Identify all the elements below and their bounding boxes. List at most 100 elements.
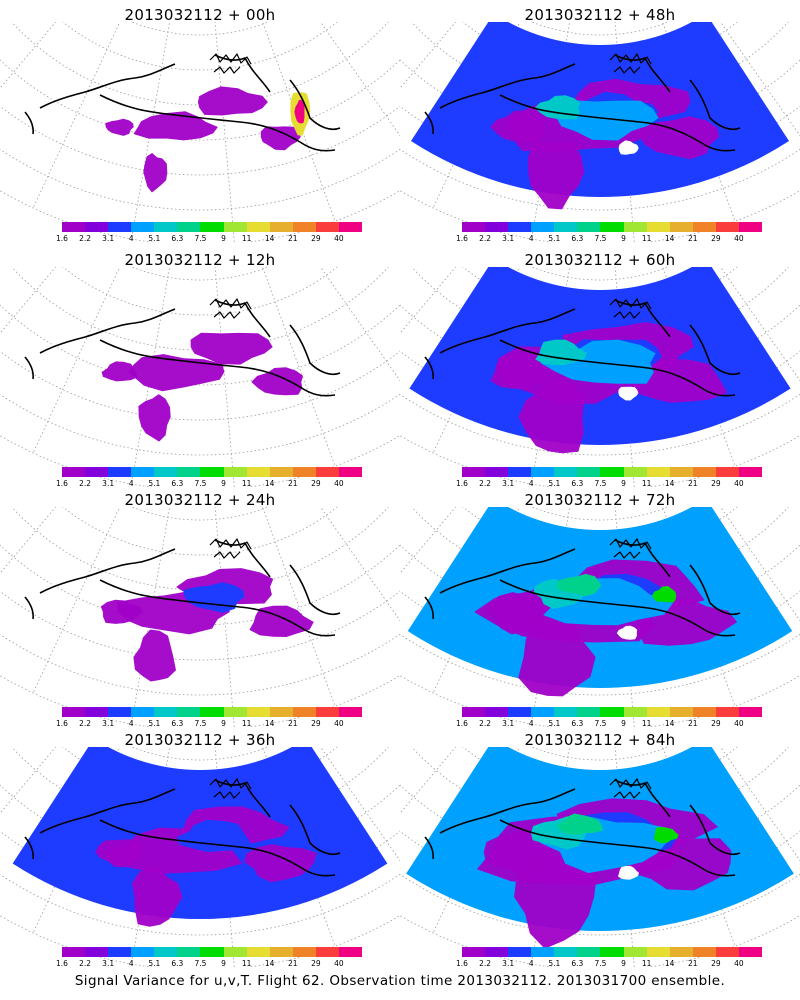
colorbar-swatch [669, 947, 693, 957]
colorbar-tick-label: 4 [528, 959, 534, 968]
colorbar-tick-label: 11 [241, 959, 252, 968]
coastlines [24, 778, 341, 877]
colorbar-tick-label: 14 [664, 479, 675, 488]
colorbar-swatch [200, 222, 224, 232]
colorbar-tick-label: 3.1 [502, 479, 515, 488]
colorbar-swatch [338, 467, 363, 477]
colorbar-tick-label: 7.5 [594, 959, 607, 968]
colorbar-tick-label: 21 [687, 234, 698, 243]
colorbar-swatch [715, 707, 739, 717]
coastlines [24, 538, 341, 637]
colorbar-tick-label: 4 [528, 479, 534, 488]
colorbar-swatch [269, 467, 293, 477]
colorbar-tick-label: 1.6 [56, 719, 68, 728]
variance-field [24, 538, 341, 682]
colorbar-swatch [623, 707, 647, 717]
colorbar-tick-label: 21 [687, 479, 698, 488]
colorbar-tick-label: 6.3 [171, 234, 184, 243]
colorbar-swatch [554, 467, 578, 477]
colorbar-swatch [508, 707, 532, 717]
panel-title: 2013032112 + 84h [524, 731, 676, 749]
polar-map [0, 22, 400, 242]
colorbar-swatch [177, 467, 201, 477]
colorbar-swatch [108, 947, 132, 957]
panel-title: 2013032112 + 48h [524, 6, 676, 24]
colorbar-tick-label: 5.1 [148, 719, 161, 728]
colorbar-tick-label: 21 [687, 959, 698, 968]
colorbar-ticks: 1.6 2.2 3.1 4 5.1 6.3 7.5 9 11 14 21 29 40 [456, 479, 762, 489]
colorbar-swatch [85, 947, 109, 957]
colorbar-tick-label: 29 [311, 719, 321, 728]
colorbar-ticks: 1.6 2.2 3.1 4 5.1 6.3 7.5 9 11 14 21 29 40 [56, 479, 362, 489]
colorbar-swatch [85, 222, 109, 232]
colorbar-tick-label: 7.5 [194, 959, 207, 968]
colorbar-swatch [692, 947, 716, 957]
panel-title: 2013032112 + 72h [524, 491, 676, 509]
colorbar-swatch [738, 947, 763, 957]
colorbar-tick-label: 11 [641, 959, 652, 968]
colorbar-tick-label: 5.1 [548, 479, 561, 488]
panel-title: 2013032112 + 36h [124, 731, 276, 749]
colorbar-tick-label: 9 [221, 234, 226, 243]
colorbar-ticks: 1.6 2.2 3.1 4 5.1 6.3 7.5 9 11 14 21 29 40 [56, 719, 362, 729]
colorbar-swatch [577, 222, 601, 232]
colorbar-tick-label: 29 [711, 719, 721, 728]
colorbar-swatch [246, 222, 270, 232]
colorbar-swatch [292, 947, 316, 957]
colorbar-ticks: 1.6 2.2 3.1 4 5.1 6.3 7.5 9 11 14 21 29 40 [456, 719, 762, 729]
variance-field [24, 298, 341, 442]
coastlines [24, 53, 341, 152]
colorbar-tick-label: 14 [264, 479, 275, 488]
colorbar-swatch [292, 707, 316, 717]
colorbar-swatch [246, 707, 270, 717]
colorbar [462, 947, 763, 957]
panel-title: 2013032112 + 60h [524, 251, 676, 269]
colorbar-swatch [692, 707, 716, 717]
colorbar-swatch [85, 467, 109, 477]
colorbar-tick-label: 6.3 [171, 479, 184, 488]
colorbar-swatch [554, 222, 578, 232]
colorbar-swatch [646, 707, 670, 717]
colorbar-tick-label: 40 [334, 719, 344, 728]
colorbar-tick-label: 5.1 [548, 234, 561, 243]
map-panel: 2013032112 + 12h 1.6 2.2 3.1 4 5.1 6.3 7.5 9 11 14… [0, 245, 400, 490]
polar-map [400, 507, 800, 727]
colorbar-tick-label: 2.2 [479, 234, 492, 243]
variance-field [409, 267, 791, 454]
colorbar-swatch [85, 707, 109, 717]
colorbar-tick-label: 11 [641, 479, 652, 488]
colorbar-swatch [315, 222, 339, 232]
colorbar-swatch [62, 222, 86, 232]
colorbar-swatch [223, 947, 247, 957]
colorbar-swatch [154, 467, 178, 477]
colorbar-tick-label: 1.6 [456, 959, 468, 968]
colorbar-swatch [462, 467, 486, 477]
polar-map [0, 267, 400, 487]
colorbar-swatch [462, 222, 486, 232]
colorbar-swatch [131, 222, 155, 232]
colorbar-tick-label: 40 [334, 959, 344, 968]
colorbar-tick-label: 4 [528, 719, 534, 728]
colorbar-swatch [600, 707, 624, 717]
panel-title: 2013032112 + 12h [124, 251, 276, 269]
colorbar-tick-label: 40 [734, 234, 744, 243]
colorbar-ticks: 1.6 2.2 3.1 4 5.1 6.3 7.5 9 11 14 21 29 40 [56, 234, 362, 244]
colorbar-swatch [223, 222, 247, 232]
colorbar-swatch [246, 467, 270, 477]
colorbar-swatch [315, 467, 339, 477]
colorbar-swatch [131, 947, 155, 957]
colorbar-tick-label: 1.6 [456, 719, 468, 728]
colorbar-swatch [600, 947, 624, 957]
colorbar-swatch [577, 467, 601, 477]
colorbar-swatch [338, 222, 363, 232]
colorbar-tick-label: 21 [287, 959, 298, 968]
colorbar-swatch [692, 467, 716, 477]
colorbar-tick-label: 9 [621, 479, 626, 488]
colorbar-swatch [646, 467, 670, 477]
colorbar-swatch [554, 707, 578, 717]
colorbar-tick-label: 2.2 [79, 959, 92, 968]
colorbar [62, 707, 363, 717]
colorbar-tick-label: 7.5 [594, 719, 607, 728]
colorbar-swatch [246, 947, 270, 957]
variance-field [411, 22, 789, 210]
